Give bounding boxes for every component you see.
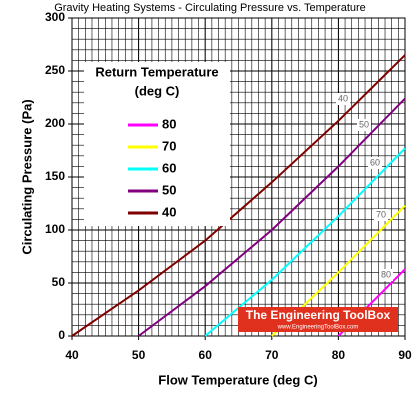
x-tick-label: 40 (65, 348, 79, 362)
series-line (138, 97, 406, 337)
watermark-title: The Engineering ToolBox (246, 308, 391, 322)
line-label: 70 (376, 209, 386, 219)
legend-label: 80 (162, 116, 176, 131)
line-label: 40 (338, 93, 348, 103)
legend-label: 60 (162, 160, 176, 175)
legend-label: 40 (162, 204, 176, 219)
x-tick-label: 80 (332, 348, 346, 362)
line-label-bg (379, 269, 393, 281)
line-label-bg (374, 209, 388, 221)
watermark-box (238, 307, 398, 332)
chart-title: Gravity Heating Systems - Circulating Pr… (54, 2, 366, 14)
line-label-bg (357, 119, 371, 131)
x-axis-label: Flow Temperature (deg C) (158, 372, 317, 387)
legend: Return Temperature (deg C) 80 70 60 50 40 (84, 62, 230, 226)
x-tick-label: 50 (132, 348, 146, 362)
legend-title: (deg C) (135, 83, 180, 98)
line-label: 80 (381, 269, 391, 279)
legend-title: Return Temperature (95, 64, 218, 79)
legend-label: 70 (162, 138, 176, 153)
y-tick-label: 300 (45, 10, 65, 24)
x-tick-label: 60 (199, 348, 213, 362)
x-tick-label: 70 (265, 348, 279, 362)
y-tick-label: 200 (45, 116, 65, 130)
y-tick-label: 250 (45, 63, 65, 77)
y-tick-label: 0 (58, 328, 65, 342)
line-label-bg (368, 157, 382, 169)
legend-box (84, 62, 230, 226)
y-axis-label: Circulating Pressure (Pa) (19, 99, 34, 254)
y-tick-label: 50 (52, 275, 66, 289)
watermark-url: www.EngineeringToolBox.com (277, 325, 359, 331)
plot-frame (71, 17, 406, 337)
line-label-bg (336, 93, 350, 105)
legend-label: 50 (162, 182, 176, 197)
line-label: 60 (370, 157, 380, 167)
y-tick-label: 150 (45, 169, 65, 183)
series-line (71, 54, 406, 337)
x-tick-label: 90 (398, 348, 412, 362)
line-label: 50 (359, 119, 369, 129)
y-tick-label: 100 (45, 222, 65, 236)
